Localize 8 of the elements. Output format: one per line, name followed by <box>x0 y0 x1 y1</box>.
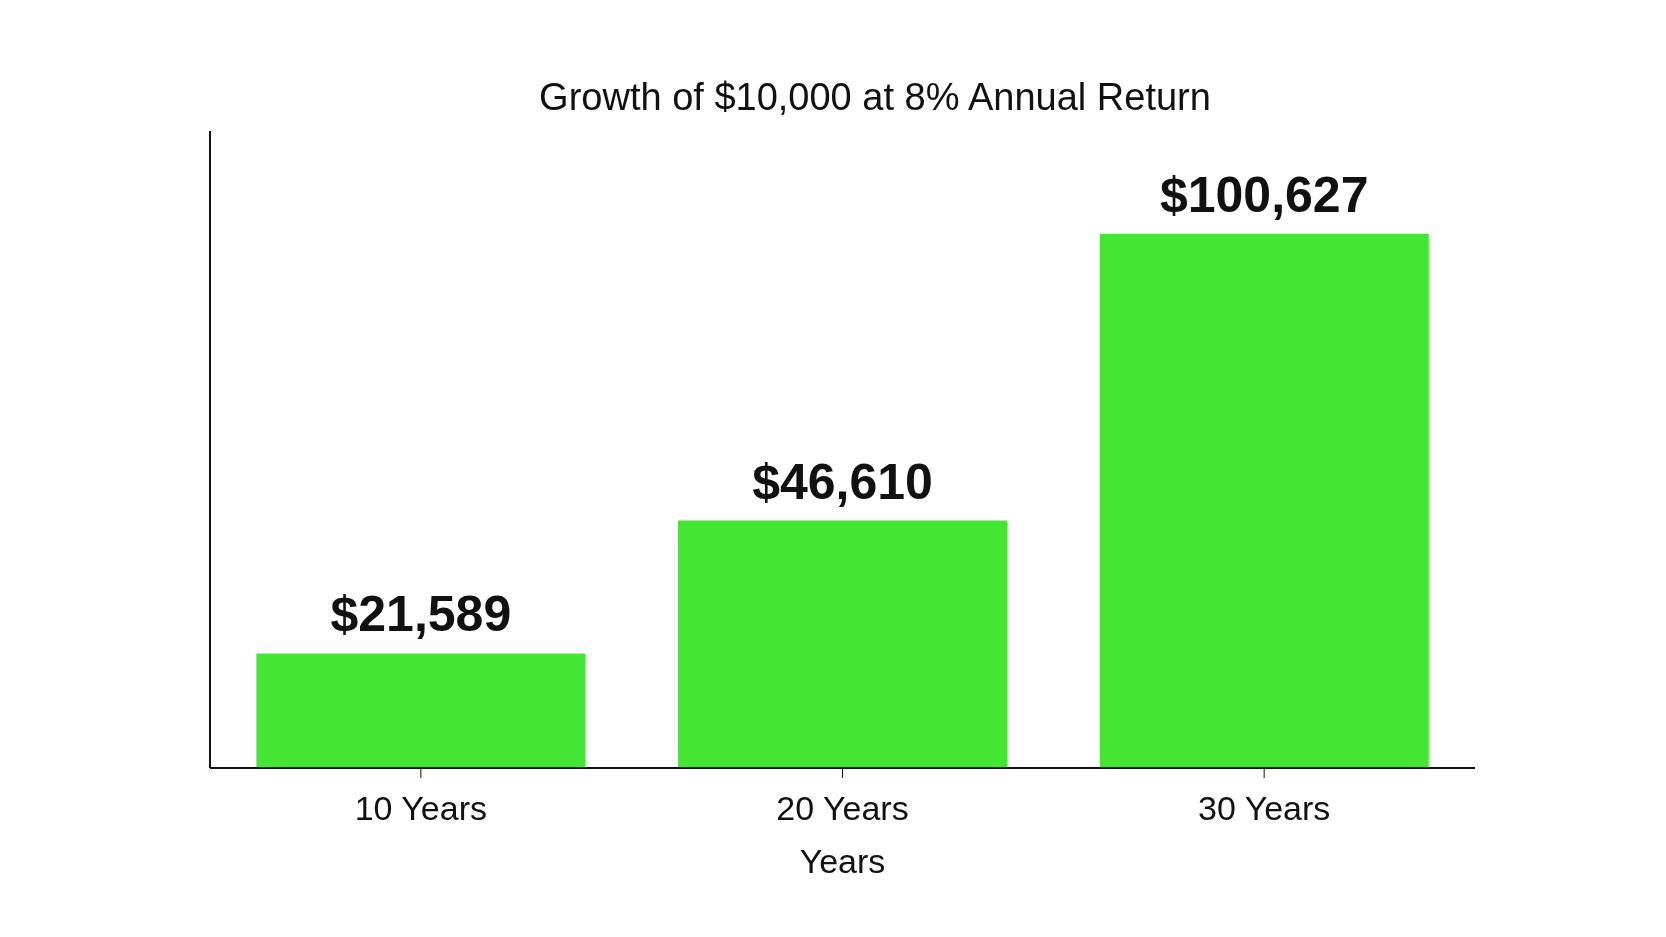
x-tick-label: 20 Years <box>776 789 909 828</box>
x-tick-label: 30 Years <box>1197 789 1331 828</box>
x-tick-label: 10 Years <box>354 789 488 828</box>
chart-title: Growth of $10,000 at 8% Annual Return <box>538 76 1212 119</box>
x-axis-title: Years <box>799 842 886 880</box>
data-label: $21,589 <box>330 586 512 643</box>
data-label: $46,610 <box>752 453 933 510</box>
data-label: $100,627 <box>1159 166 1369 223</box>
